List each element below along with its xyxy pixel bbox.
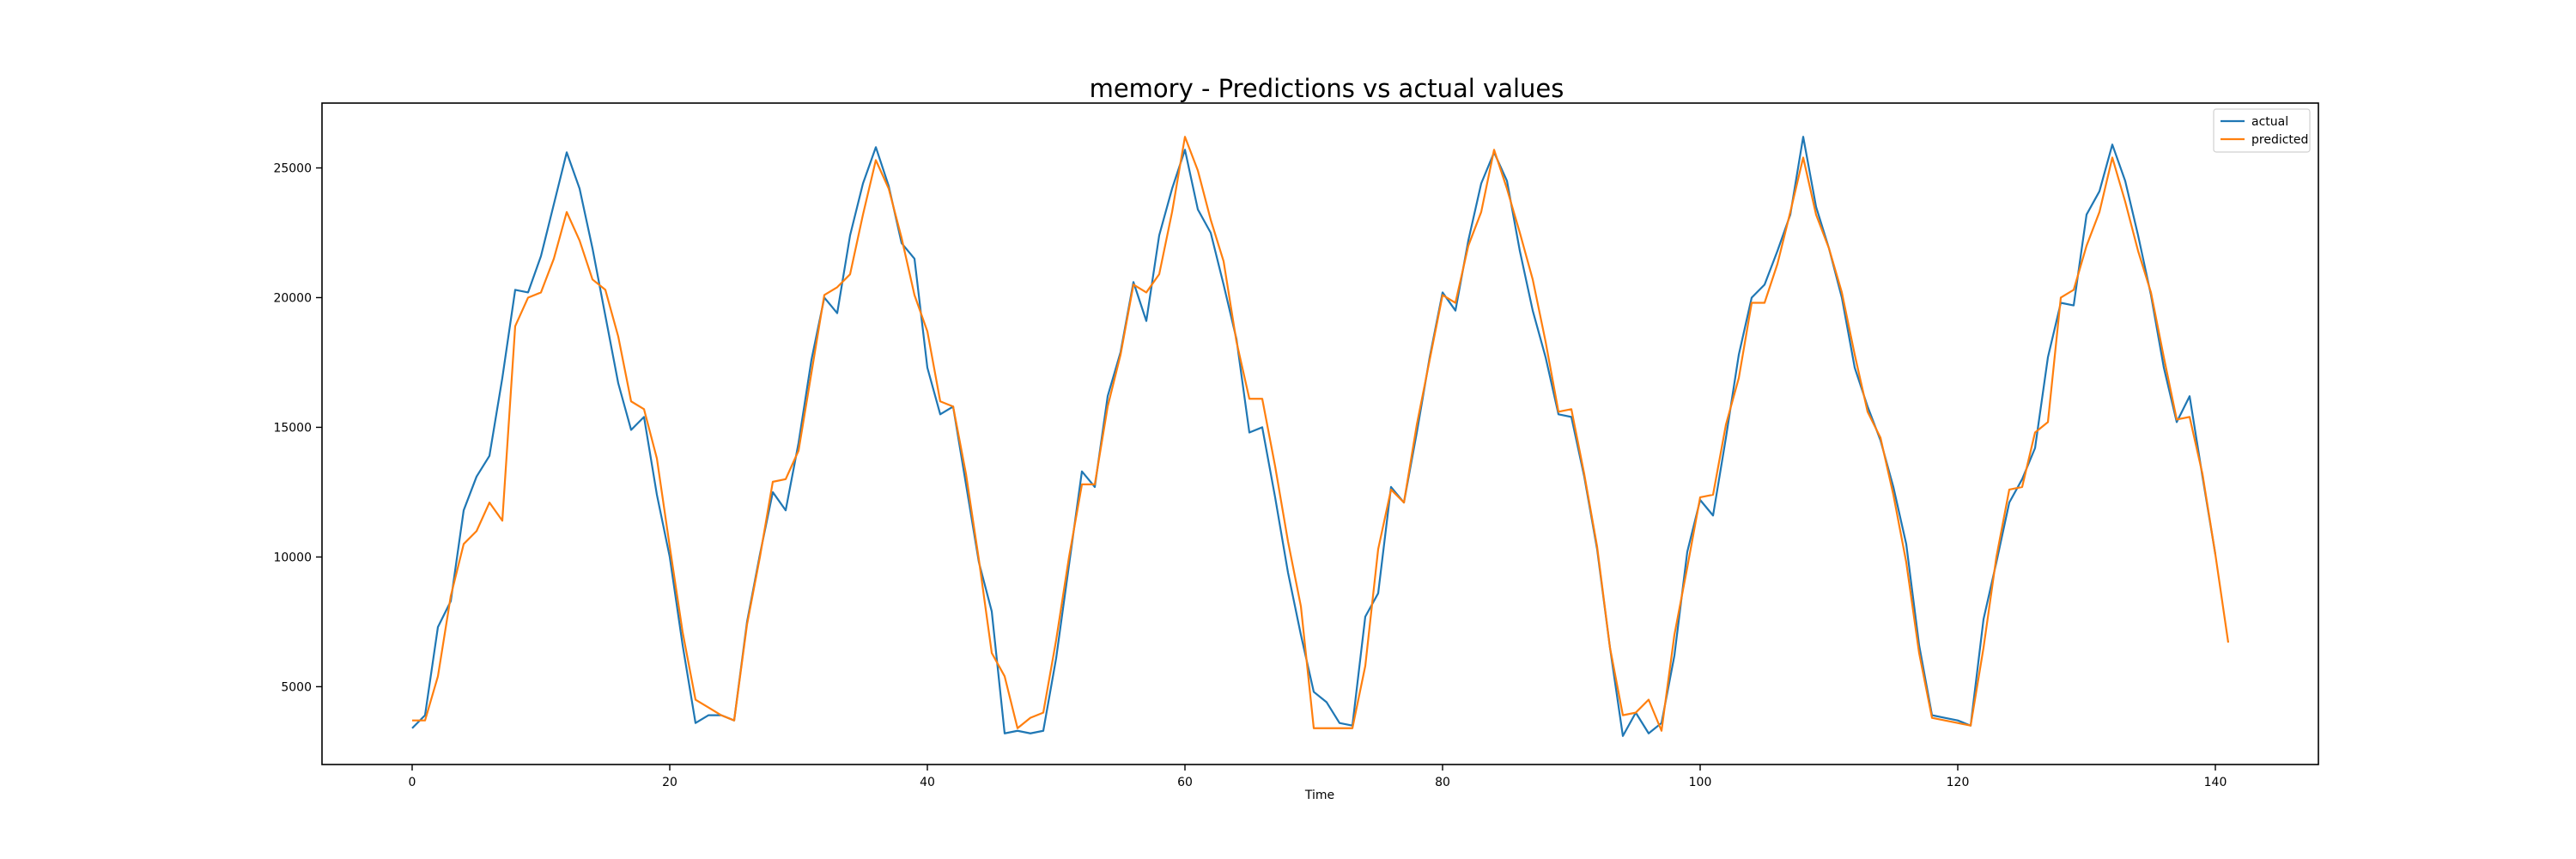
x-tick-label: 80 [1435,776,1450,789]
y-tick-label: 5000 [281,680,312,694]
y-tick-label: 15000 [273,421,312,435]
y-tick-label: 10000 [273,551,312,564]
x-axis-label: Time [1304,789,1334,802]
x-tick-label: 0 [409,776,416,789]
x-tick-label: 100 [1689,776,1712,789]
y-tick-label: 25000 [273,161,312,175]
series-line-predicted [412,136,2230,732]
y-tick-label: 20000 [273,291,312,305]
chart-title: memory - Predictions vs actual values [1090,74,1564,103]
legend-box [2213,108,2311,153]
series-layer [411,136,2230,737]
y-axis: 5000 10000 15000 20000 25000 [273,161,322,694]
series-line-actual [411,136,2217,737]
plot-area [321,102,2319,765]
x-axis: 0 20 40 60 80 100 120 140 [409,765,2227,789]
x-tick-label: 40 [920,776,935,789]
legend-label-actual: actual [2251,115,2288,129]
x-tick-label: 60 [1177,776,1193,789]
x-tick-label: 120 [1947,776,1970,789]
legend-label-predicted: predicted [2251,133,2308,147]
legend: actual predicted [2213,108,2311,153]
x-tick-label: 140 [2204,776,2227,789]
x-tick-label: 20 [662,776,677,789]
